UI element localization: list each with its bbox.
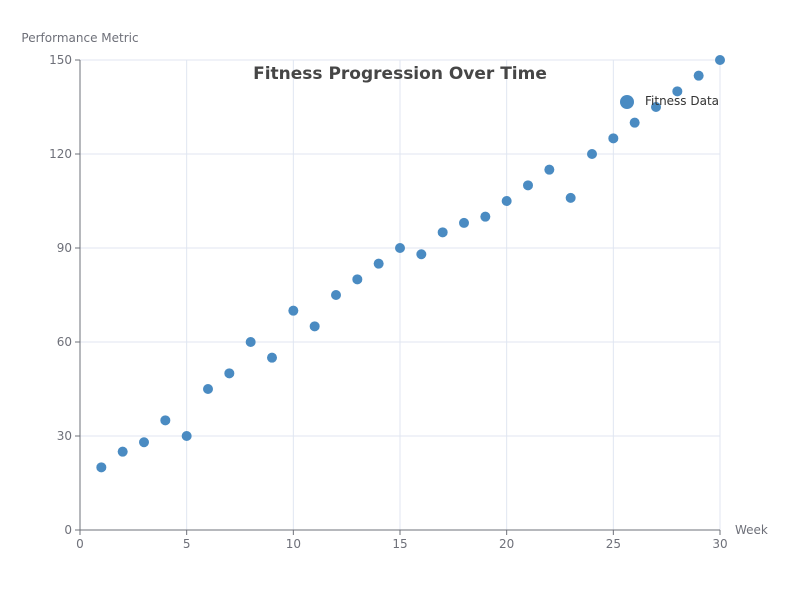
data-point[interactable] xyxy=(160,415,171,426)
data-point[interactable] xyxy=(523,180,533,191)
x-tick-label: 0 xyxy=(76,537,84,551)
y-tick-label: 90 xyxy=(57,241,72,255)
data-point[interactable] xyxy=(480,211,491,222)
data-point[interactable] xyxy=(693,70,704,81)
legend[interactable]: Fitness Data xyxy=(620,94,719,109)
data-point[interactable] xyxy=(715,55,725,65)
data-point[interactable] xyxy=(629,117,640,128)
data-point[interactable] xyxy=(181,431,192,441)
data-point[interactable] xyxy=(331,290,341,300)
data-point[interactable] xyxy=(373,258,384,269)
data-point[interactable] xyxy=(203,384,213,394)
data-point[interactable] xyxy=(608,133,619,144)
data-point[interactable] xyxy=(309,321,320,332)
x-axis-label: Week xyxy=(735,523,768,537)
x-tick-label: 20 xyxy=(499,537,514,551)
data-point[interactable] xyxy=(544,164,555,175)
y-tick-label: 60 xyxy=(57,335,72,349)
data-point[interactable] xyxy=(587,149,597,159)
y-tick-label: 30 xyxy=(57,429,72,443)
data-point[interactable] xyxy=(501,196,512,206)
data-point[interactable] xyxy=(139,437,149,448)
x-tick-label: 10 xyxy=(286,537,301,551)
x-tick-label: 15 xyxy=(392,537,407,551)
data-point[interactable] xyxy=(672,86,683,97)
x-tick-label: 30 xyxy=(712,537,727,551)
data-point[interactable] xyxy=(416,249,427,260)
data-point[interactable] xyxy=(395,243,405,253)
data-point[interactable] xyxy=(224,368,235,379)
y-tick-label: 120 xyxy=(49,147,72,161)
data-point[interactable] xyxy=(459,217,469,228)
data-point[interactable] xyxy=(437,227,448,238)
y-tick-label: 0 xyxy=(64,523,72,537)
data-point[interactable] xyxy=(96,462,107,473)
tick-labels: 0 5 10 15 20 25 30 0 30 60 90 120 150 xyxy=(49,53,728,551)
data-point[interactable] xyxy=(117,446,128,457)
grid-lines xyxy=(80,59,721,530)
chart-title: Fitness Progression Over Time xyxy=(253,64,547,84)
y-axis-label: Performance Metric xyxy=(21,31,138,45)
data-point[interactable] xyxy=(352,274,363,285)
legend-marker[interactable] xyxy=(620,95,634,109)
x-tick-label: 5 xyxy=(183,537,191,551)
data-point[interactable] xyxy=(651,102,661,112)
data-points xyxy=(96,55,725,473)
x-tick-label: 25 xyxy=(606,537,621,551)
data-point[interactable] xyxy=(267,352,277,363)
legend-label[interactable]: Fitness Data xyxy=(645,94,719,108)
data-point[interactable] xyxy=(565,192,576,203)
y-tick-label: 150 xyxy=(49,53,72,67)
data-point[interactable] xyxy=(245,337,256,347)
data-point[interactable] xyxy=(288,305,299,316)
